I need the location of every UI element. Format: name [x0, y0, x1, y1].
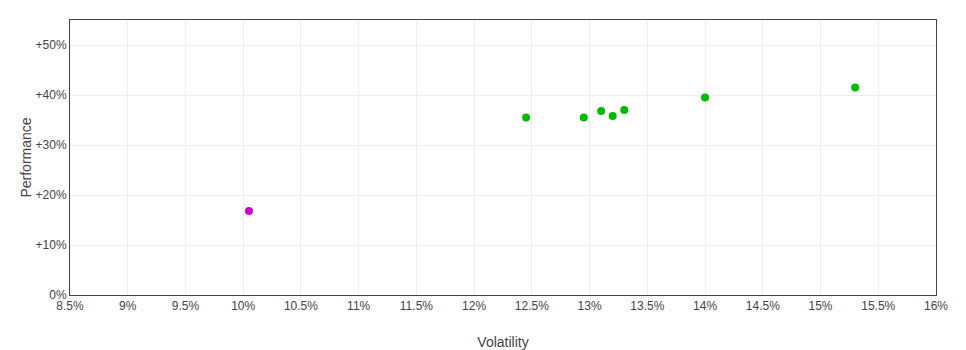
svg-text:+20%: +20%: [36, 188, 67, 202]
svg-text:+30%: +30%: [36, 138, 67, 152]
svg-text:12%: 12%: [462, 299, 486, 313]
svg-text:11%: 11%: [347, 299, 370, 313]
svg-text:13%: 13%: [578, 299, 602, 313]
svg-text:15%: 15%: [809, 299, 833, 313]
svg-text:0%: 0%: [49, 288, 67, 302]
svg-text:14.5%: 14.5%: [746, 299, 780, 313]
svg-text:14%: 14%: [693, 299, 717, 313]
svg-text:10.5%: 10.5%: [284, 299, 318, 313]
svg-text:10%: 10%: [231, 299, 255, 313]
svg-text:8.5%: 8.5%: [56, 299, 84, 313]
svg-text:+50%: +50%: [36, 38, 67, 52]
svg-text:13.5%: 13.5%: [630, 299, 664, 313]
svg-text:9%: 9%: [119, 299, 137, 313]
svg-text:+10%: +10%: [36, 238, 67, 252]
svg-text:+40%: +40%: [36, 88, 67, 102]
svg-text:Volatility: Volatility: [477, 334, 528, 350]
svg-text:Performance: Performance: [18, 117, 34, 197]
svg-text:9.5%: 9.5%: [172, 299, 200, 313]
svg-text:12.5%: 12.5%: [515, 299, 549, 313]
svg-text:15.5%: 15.5%: [861, 299, 895, 313]
svg-text:11.5%: 11.5%: [400, 299, 433, 313]
svg-text:16%: 16%: [924, 299, 948, 313]
